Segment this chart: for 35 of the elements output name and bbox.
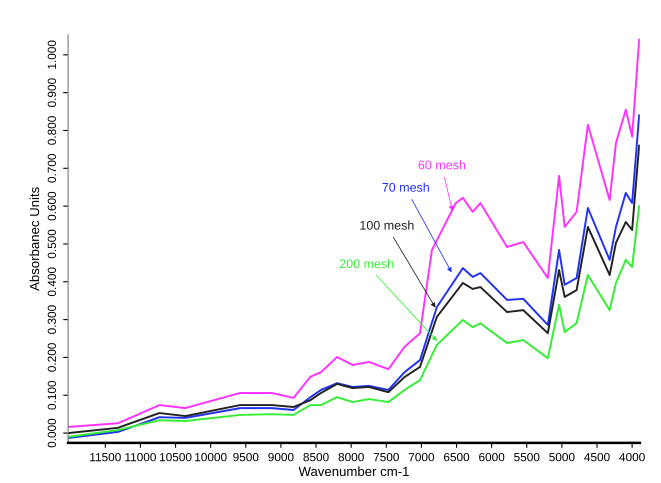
x-tick-label: 10000	[195, 452, 227, 462]
x-tick-label: 4500	[584, 452, 610, 462]
y-tick-label: 1.000	[48, 40, 56, 69]
annotation: 60 mesh	[418, 160, 466, 170]
x-tick-label: 7500	[374, 452, 399, 462]
x-tick-label: 9000	[268, 452, 294, 462]
x-axis-title: Wavenumber cm-1	[298, 466, 409, 476]
y-axis-title: Absorbanec Units	[30, 187, 40, 291]
y-tick-label: 0.800	[48, 116, 56, 145]
y-tick-label: 0.300	[48, 305, 56, 334]
x-tick-label: 10500	[160, 452, 192, 462]
y-tick-label: 0.200	[48, 343, 56, 372]
x-tick-label: 8000	[338, 452, 364, 462]
x-tick-label: 9500	[233, 452, 258, 462]
x-tick-label: 5000	[549, 452, 575, 462]
annotation: 100 mesh	[360, 220, 414, 230]
x-tick-label: 8500	[303, 452, 329, 462]
x-tick-label: 11500	[90, 452, 121, 462]
y-tick-label: 0.100	[48, 380, 56, 410]
x-tick-label: 7000	[408, 452, 434, 462]
line-series	[68, 205, 640, 438]
y-tick-label: 0.500	[48, 230, 56, 258]
x-tick-label: 6500	[444, 452, 470, 462]
x-tick-label: 4000	[619, 452, 645, 462]
annotation: 70 mesh	[382, 182, 429, 192]
y-tick-label: 0.700	[48, 154, 56, 183]
annotation: 200 mesh	[340, 258, 394, 268]
y-tick-label: 0.400	[48, 267, 56, 296]
y-tick-label: 0.900	[48, 78, 56, 107]
x-tick-label: 11000	[125, 452, 156, 462]
y-tick-label: 0.600	[48, 192, 56, 220]
y-tick-label: 0.000	[48, 418, 56, 448]
x-tick-label: 5500	[514, 452, 540, 462]
line-series	[68, 38, 640, 428]
x-tick-label: 6000	[479, 452, 504, 462]
